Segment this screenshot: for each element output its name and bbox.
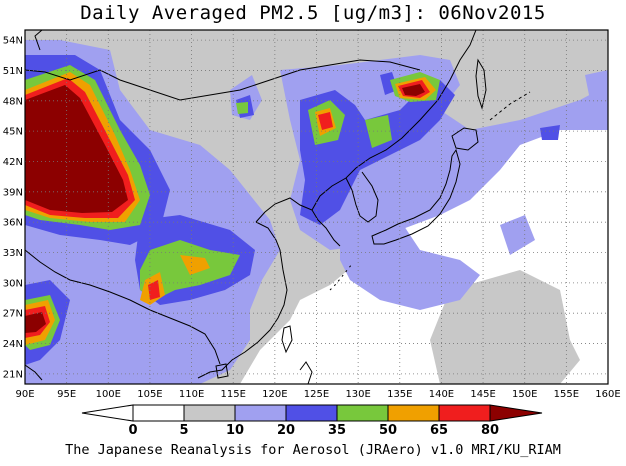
lon-tick-labels: 90E 95E 100E 105E 110E 115E 120E 125E 130E 135E 14… [15,389,620,400]
colorbar-level-label: 80 [481,423,499,438]
lon-tick-label: 95E [57,389,76,400]
colorbar-level-label: 10 [226,423,244,438]
footer-credit: The Japanese Reanalysis for Aerosol (JRA… [65,442,561,458]
lon-tick-label: 140E [429,389,454,400]
lat-tick-label: 39N [3,187,23,198]
concentration-field [25,30,608,384]
colorbar-level-label: 65 [430,423,448,438]
lon-tick-label: 125E [304,389,329,400]
lon-tick-label: 105E [137,389,162,400]
lon-tick-label: 90E [15,389,34,400]
lat-tick-label: 45N [3,127,23,138]
colorbar-swatch [285,404,338,422]
colorbar-swatch [132,404,185,422]
lon-tick-label: 160E [595,389,620,400]
lat-tick-label: 42N [3,157,23,168]
lat-tick-label: 48N [3,96,23,107]
lat-tick-label: 27N [3,309,23,320]
colorbar-level-label: 0 [128,423,137,438]
colorbar-level-label: 5 [179,423,188,438]
colorbar-swatch [234,404,287,422]
map-title: Daily Averaged PM2.5 [ug/m3]: 06Nov2015 [80,2,546,24]
colorbar-level-label: 20 [277,423,295,438]
lat-tick-label: 24N [3,339,23,350]
lat-tick-labels: 21N 24N 27N 30N 33N 36N 39N 42N 45N 48N 51N 54N [3,36,23,381]
colorbar-high-arrow [489,404,543,422]
colorbar-swatch [336,404,389,422]
lat-tick-label: 54N [3,36,23,47]
lon-tick-label: 130E [345,389,370,400]
lat-tick-label: 30N [3,278,23,289]
lon-tick-label: 115E [221,389,246,400]
lon-tick-label: 100E [96,389,121,400]
level-darkred-region [25,84,425,333]
lat-tick-label: 21N [3,369,23,380]
lon-tick-label: 155E [554,389,579,400]
colorbar-low-arrow [81,404,134,422]
colorbar-swatch [438,404,491,422]
lat-lon-grid [25,30,608,384]
lat-tick-label: 51N [3,66,23,77]
map-frame [24,29,609,385]
lon-tick-label: 135E [387,389,412,400]
lon-tick-label: 110E [179,389,204,400]
colorbar-swatch [183,404,236,422]
coastlines [25,30,531,384]
lon-tick-label: 120E [262,389,287,400]
lon-tick-label: 145E [470,389,495,400]
colorbar-swatch [387,404,440,422]
lon-tick-label: 150E [512,389,537,400]
colorbar-level-label: 35 [328,423,346,438]
lat-tick-label: 36N [3,218,23,229]
lat-tick-label: 33N [3,248,23,259]
colorbar: 0 5 10 20 35 50 65 80 [81,404,543,438]
colorbar-level-label: 50 [379,423,397,438]
